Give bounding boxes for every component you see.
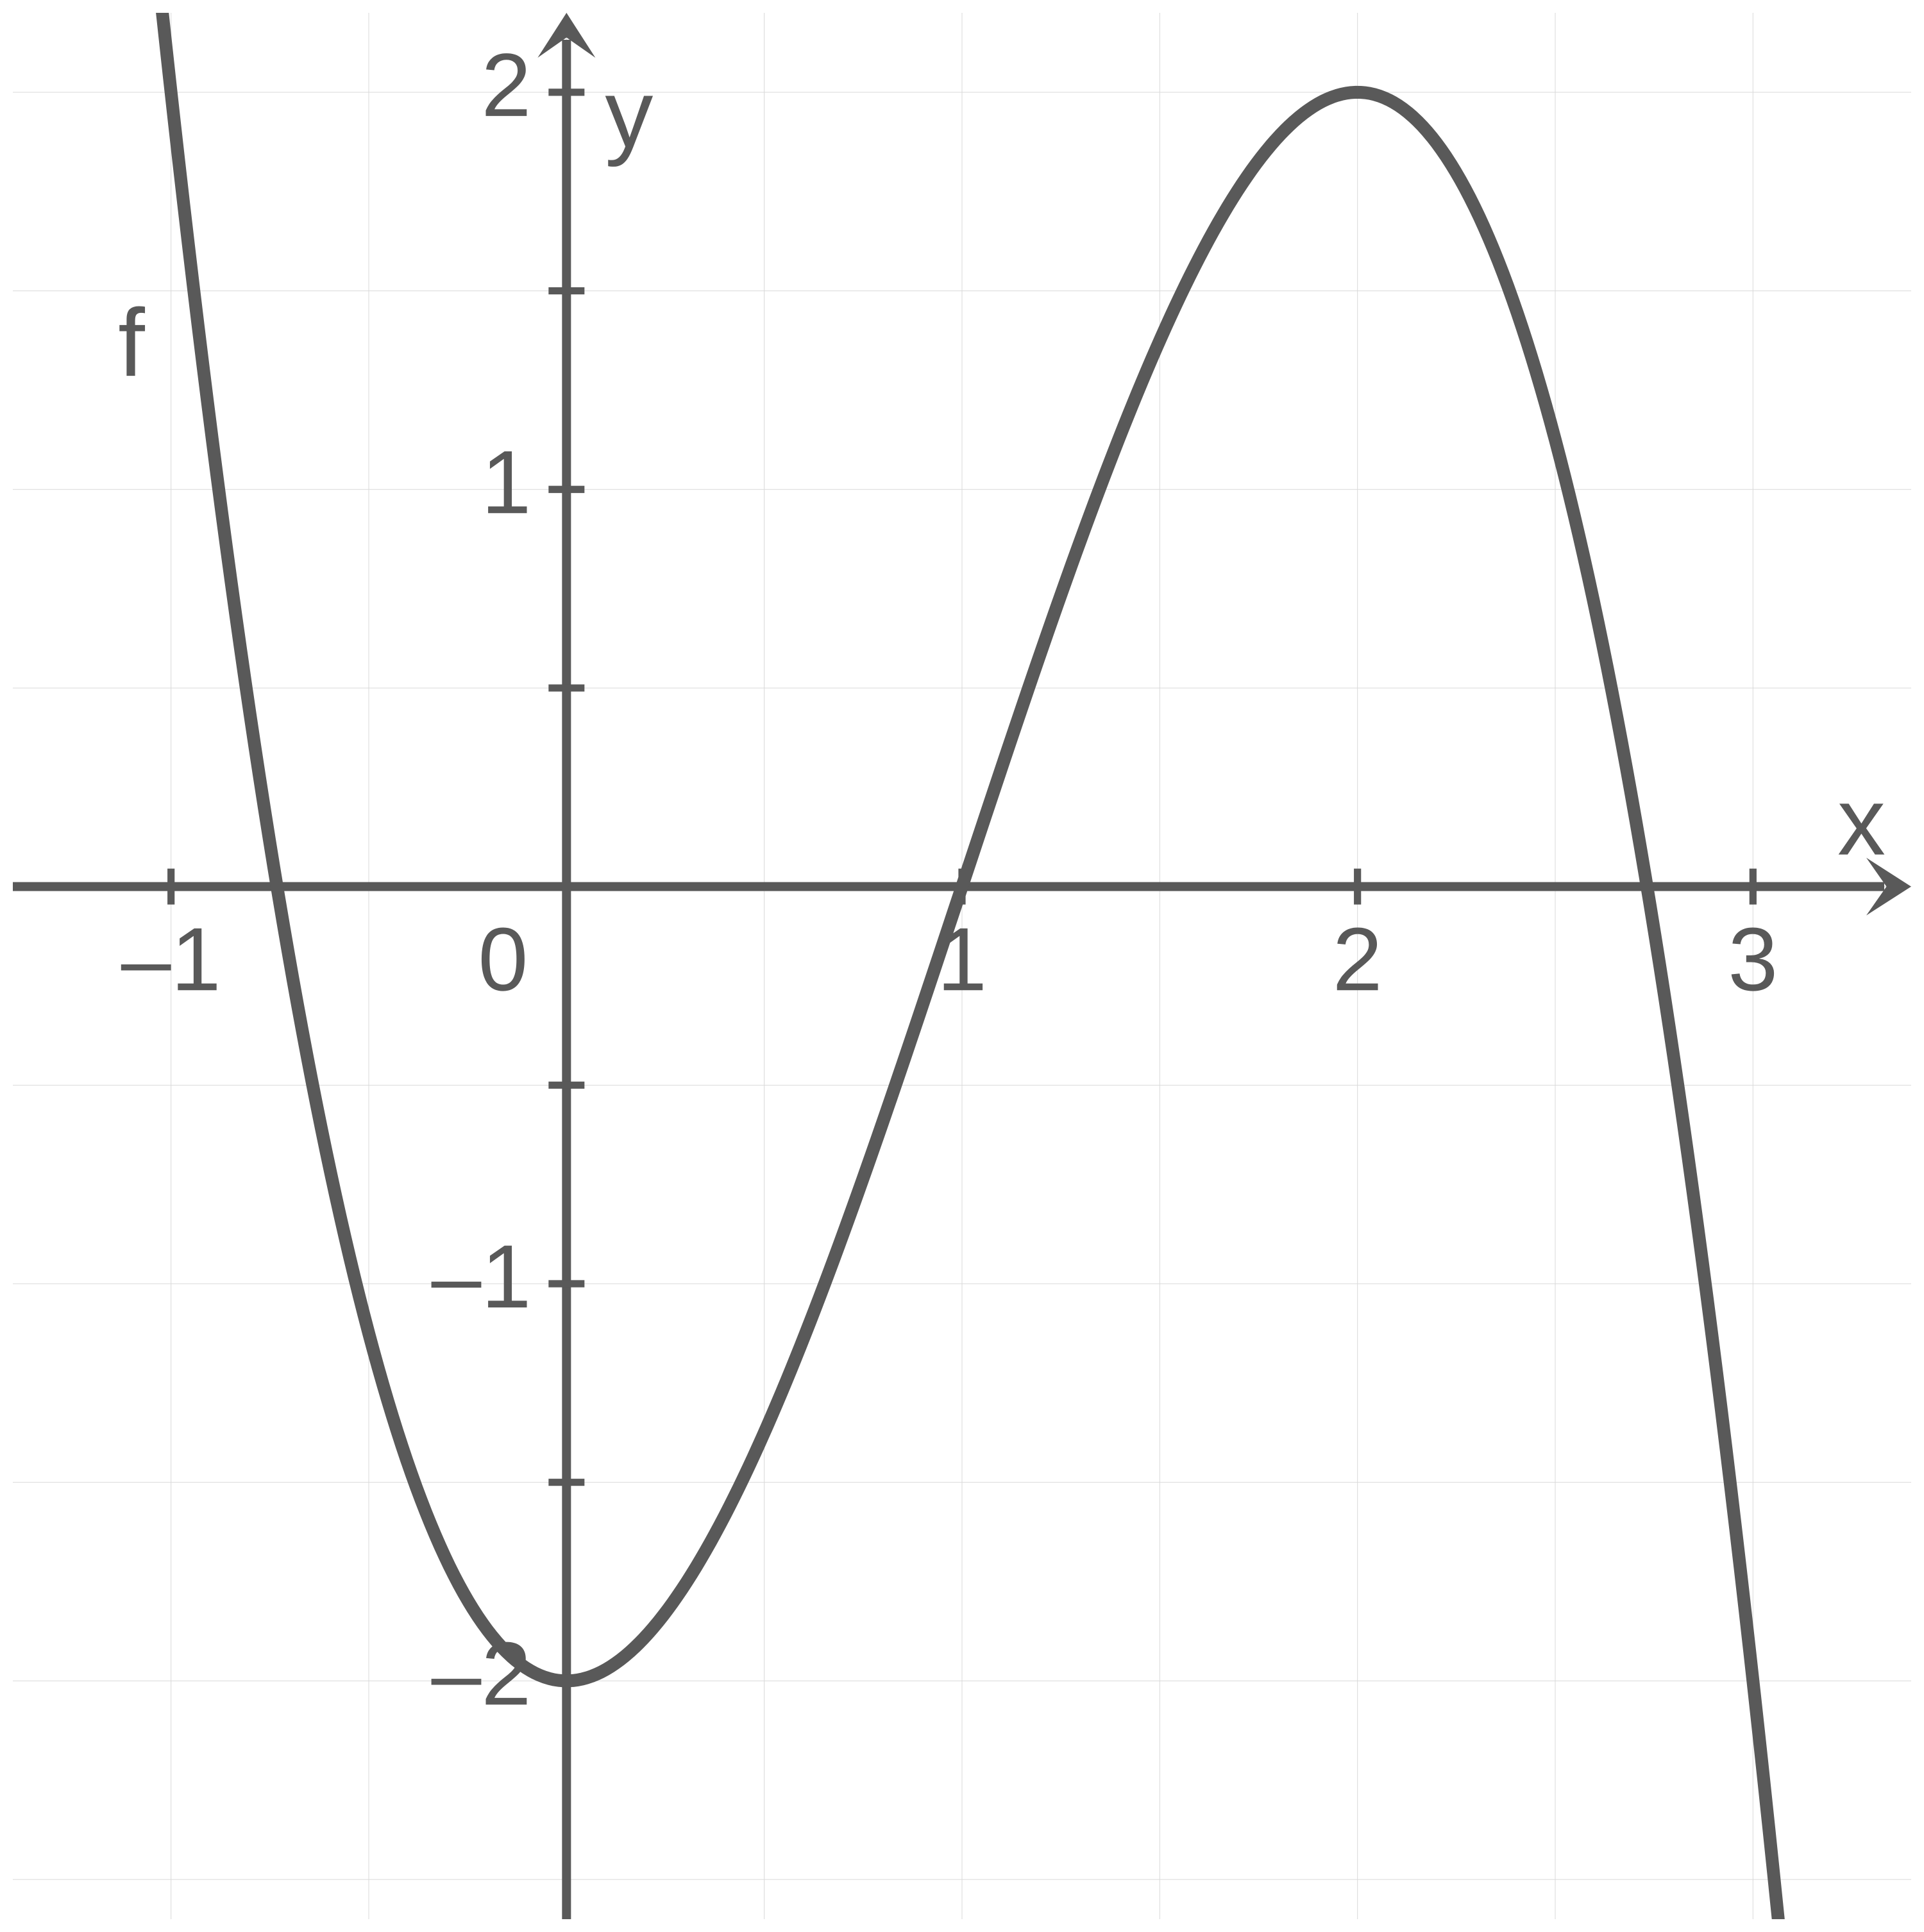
origin-label: 0 (478, 909, 528, 1009)
x-tick-label: –1 (121, 909, 221, 1009)
x-axis-label: x (1837, 768, 1886, 875)
y-axis-label: y (605, 60, 653, 167)
chart-container: –1 1 2 3 –2 –1 1 2 0 x y f (0, 0, 1924, 1932)
x-tick-label: 3 (1728, 909, 1778, 1009)
function-plot: –1 1 2 3 –2 –1 1 2 0 x y f (0, 0, 1924, 1932)
y-tick-label: –2 (432, 1623, 532, 1724)
y-tick-label: –1 (432, 1226, 532, 1327)
y-tick-label: 1 (481, 432, 531, 532)
x-tick-label: 1 (937, 909, 987, 1009)
function-label: f (118, 289, 145, 396)
y-tick-label: 2 (481, 35, 531, 135)
x-tick-label: 2 (1333, 909, 1383, 1009)
